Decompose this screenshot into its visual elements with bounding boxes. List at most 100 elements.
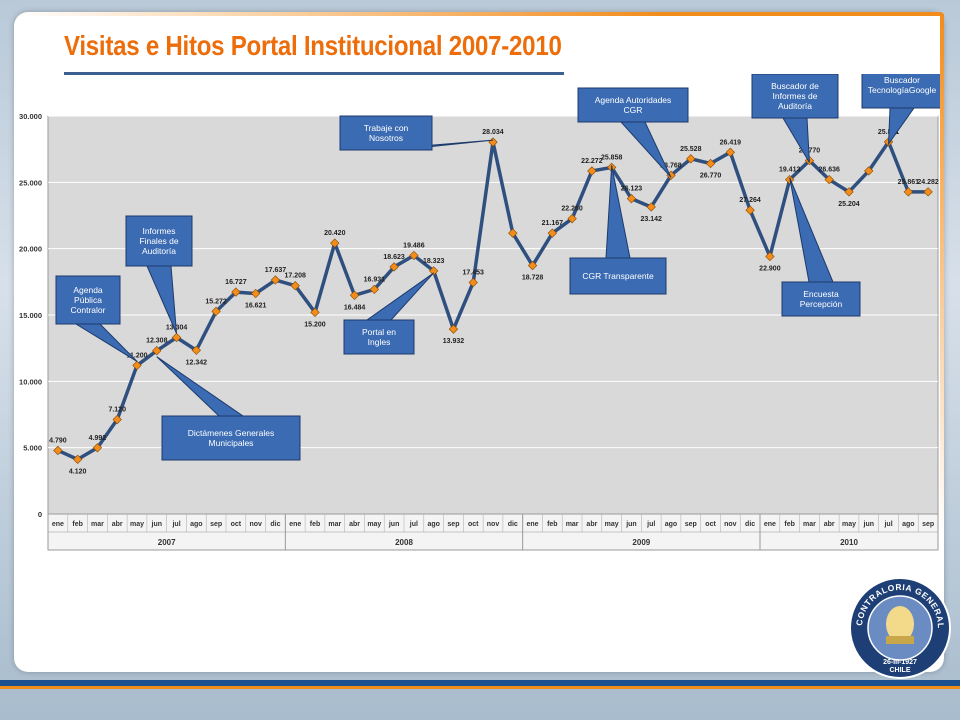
x-tick-label: dic (270, 521, 280, 528)
data-point (923, 187, 933, 197)
x-tick-label: ago (902, 521, 914, 528)
data-point (310, 307, 320, 318)
x-tick-label: abr (824, 521, 835, 528)
data-label: 26.419 (720, 139, 742, 146)
data-label: 26.123 (621, 186, 643, 193)
data-label: 25.861 (898, 179, 920, 186)
data-point (527, 260, 538, 271)
data-point (745, 205, 755, 215)
callout-line: Ingles (368, 337, 391, 347)
data-point (468, 277, 478, 288)
x-tick-label: oct (231, 521, 242, 528)
callout-label: Encuesta Percepción (800, 289, 843, 309)
data-point (409, 250, 419, 261)
frame-accent-right (940, 14, 944, 534)
x-tick-label: mar (328, 521, 341, 528)
x-tick-label: feb (784, 521, 795, 528)
x-tick-label: dic (508, 521, 518, 528)
data-label: 25.528 (680, 146, 702, 153)
data-point (152, 346, 162, 356)
data-label: 20.420 (324, 230, 346, 237)
callout-line: Portal en (362, 327, 396, 337)
callout-label: Agenda Pública Contralor (71, 285, 106, 315)
data-label: 24.282 (917, 179, 939, 186)
data-point (587, 166, 597, 176)
data-point (171, 332, 182, 343)
callout-line: Auditoría (778, 101, 812, 111)
data-label: 21.167 (542, 220, 564, 227)
data-label: 23.142 (641, 216, 663, 223)
callout-line: Informes (142, 226, 175, 236)
data-point (547, 228, 558, 238)
data-point (290, 281, 300, 291)
callout-line: Percepción (800, 299, 843, 309)
data-point (903, 187, 914, 197)
data-point (191, 345, 202, 355)
data-point (349, 290, 360, 300)
data-point (824, 174, 834, 185)
callout-line: Dictámenes Generales (188, 428, 274, 438)
callout-line: Buscador de (771, 81, 819, 91)
visits-line-chart: 0 5.000 10.000 15.000 20.000 25.000 30.000 ene f… (19, 61, 943, 551)
data-label: 19.486 (403, 242, 425, 249)
data-point (448, 324, 459, 334)
callout-box (781, 281, 861, 317)
y-tick-label: 30.000 (19, 112, 42, 121)
contraloria-seal-logo: CONTRALORIA GENERAL DE LA REPUBLICA 26-I… (848, 576, 951, 679)
callout-line: Encuesta (803, 289, 839, 299)
data-label: 16.621 (245, 302, 267, 309)
x-tick-label: jul (171, 521, 180, 528)
data-label: 15.200 (304, 321, 326, 328)
year-label: 2007 (158, 538, 176, 547)
x-tick-label: sep (447, 521, 459, 528)
data-label: 23.768 (660, 162, 682, 169)
y-tick-label: 25.000 (19, 178, 42, 187)
x-tick-label: jul (409, 521, 418, 528)
data-point (92, 443, 103, 453)
data-point (765, 251, 775, 262)
data-label: 4.790 (49, 437, 67, 444)
data-point (330, 238, 340, 248)
data-label: 7.120 (108, 407, 126, 414)
data-label: 26.770 (700, 173, 722, 180)
callout-box (577, 87, 689, 123)
callout-box (751, 73, 839, 119)
data-label: 25.204 (838, 201, 860, 208)
data-label: 16.931 (364, 276, 386, 283)
data-point (864, 166, 874, 176)
data-label: 27.264 (739, 197, 761, 204)
callout-line: Finales de (139, 236, 178, 246)
callout-line: CGR (624, 105, 643, 115)
callout-label: Buscador TecnologíaGoogle (868, 75, 937, 95)
callout-line: TecnologíaGoogle (868, 85, 937, 95)
y-tick-label: 20.000 (19, 245, 42, 254)
data-label: 28.034 (482, 129, 504, 136)
x-tick-label: nov (249, 521, 262, 528)
callout-box (161, 415, 301, 461)
callout-box (569, 257, 667, 295)
x-tick-label: feb (310, 521, 321, 528)
x-tick-label: may (130, 521, 144, 528)
x-tick-label: jun (625, 521, 637, 528)
data-label: 16.484 (344, 304, 366, 311)
frame-accent-top (14, 12, 944, 16)
x-tick-label: mar (91, 521, 104, 528)
data-label: 17.453 (463, 269, 485, 276)
data-label: 26.770 (799, 148, 821, 155)
data-point (112, 414, 122, 425)
data-point (389, 262, 399, 272)
data-point (250, 288, 261, 299)
data-label: 19.413 (779, 167, 801, 174)
data-label: 18.323 (423, 258, 445, 265)
data-point (72, 454, 83, 465)
data-label: 4.992 (89, 435, 107, 442)
data-label: 22.900 (759, 265, 781, 272)
data-label: 17.208 (285, 273, 307, 280)
x-tick-label: mar (566, 521, 579, 528)
x-tick-label: nov (724, 521, 737, 528)
callout-label: Agenda Autoridades CGR (595, 95, 672, 115)
chart-container: 0 5.000 10.000 15.000 20.000 25.000 30.000 ene f… (14, 61, 943, 554)
callout-line: Municipales (209, 438, 254, 448)
callout-line: Agenda (73, 285, 103, 295)
x-tick-label: abr (586, 521, 597, 528)
